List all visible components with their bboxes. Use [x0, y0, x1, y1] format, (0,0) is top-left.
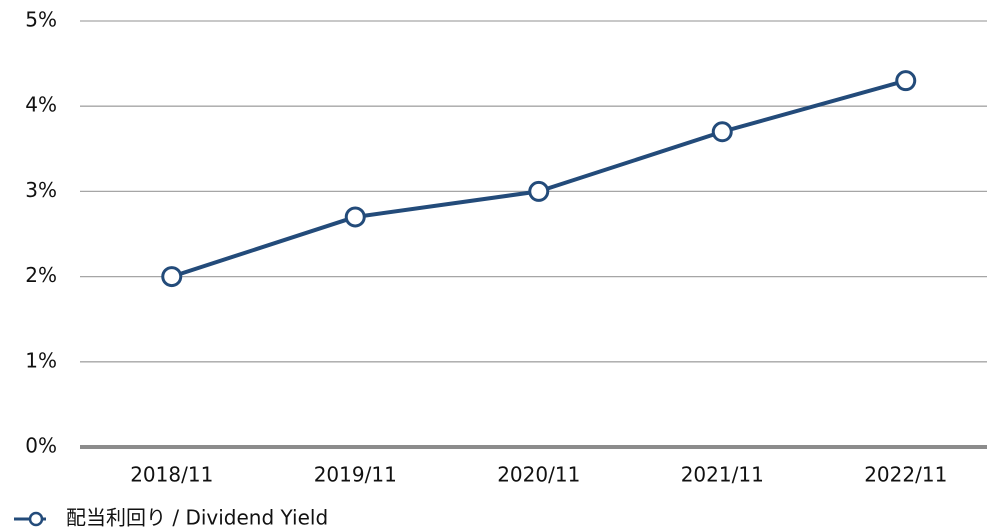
marker	[528, 180, 550, 202]
x-tick-label: 2020/11	[497, 463, 580, 487]
marker	[161, 266, 183, 288]
y-tick-label: 5%	[25, 8, 57, 32]
x-tick-label: 2022/11	[864, 463, 947, 487]
y-tick-label: 3%	[25, 178, 57, 202]
x-tick-label: 2021/11	[681, 463, 764, 487]
x-tick-label: 2018/11	[130, 463, 213, 487]
marker	[344, 206, 366, 228]
legend-marker	[28, 511, 44, 527]
marker	[895, 70, 917, 92]
y-tick-label: 1%	[25, 348, 57, 372]
line	[171, 78, 907, 279]
y-tick-label: 2%	[25, 263, 57, 287]
x-tick-label: 2019/11	[314, 463, 397, 487]
y-tick-label: 0%	[25, 434, 57, 458]
legend-label: 配当利回り / Dividend Yield	[66, 506, 328, 530]
marker	[711, 121, 733, 143]
y-tick-label: 4%	[25, 93, 57, 117]
